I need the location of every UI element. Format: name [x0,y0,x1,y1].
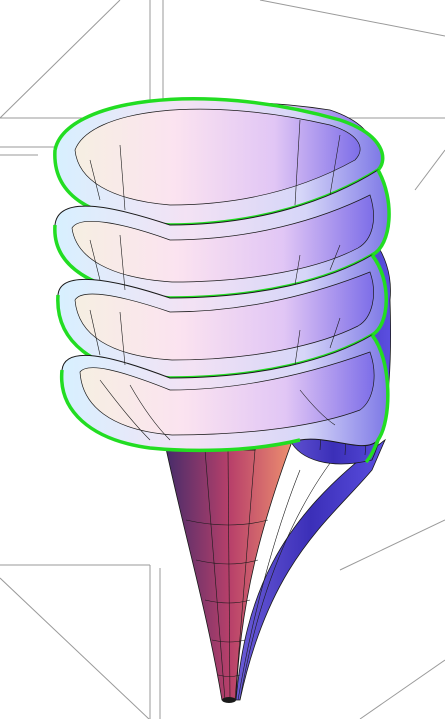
spiral-band-1 [53,96,385,227]
band-mesh [89,119,341,366]
spiral-band-4 [59,333,390,464]
funnel-stem [159,419,386,703]
